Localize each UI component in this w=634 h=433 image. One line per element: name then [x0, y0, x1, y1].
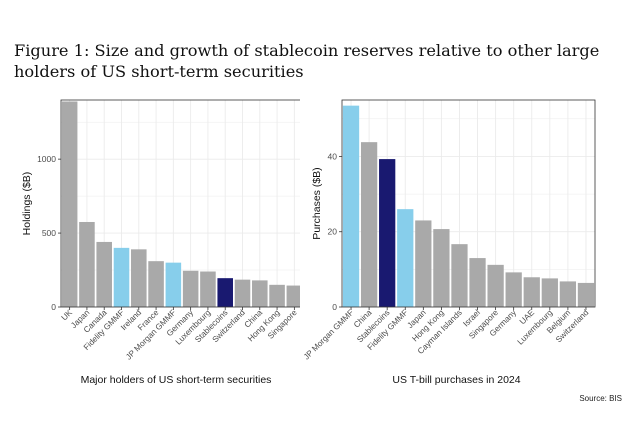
left-bar-uk: [61, 101, 78, 307]
left-xlabel: Major holders of US short-term securitie…: [81, 374, 272, 386]
right-ytick-label: 0: [332, 302, 337, 312]
right-bar-germany: [505, 272, 522, 307]
source-note: Source: BIS: [579, 394, 622, 403]
right-xtick-label: JP Morgan GMMF: [304, 308, 355, 362]
left-ytick-label: 0: [51, 302, 56, 312]
right-bar-japan: [415, 220, 432, 307]
left-ytick-label: 500: [42, 228, 56, 238]
right-bar-uae: [523, 277, 540, 307]
left-bar-fidelity-gmmf: [113, 247, 130, 307]
right-bar-singapore: [487, 264, 504, 307]
left-panel-border: [60, 99, 300, 308]
right-bar-belgium: [559, 281, 577, 307]
right-panel-border: [341, 99, 596, 308]
right-ylabel: Purchases ($B): [311, 167, 323, 239]
left-ytick-label: 1000: [37, 154, 56, 164]
left-bar-germany: [182, 270, 199, 307]
left-bar-singapore: [286, 285, 300, 307]
right-bar-fidelity-gmmf: [397, 209, 414, 307]
right-xlabel: US T-bill purchases in 2024: [392, 374, 520, 386]
left-bar-jp-morgan-gmmf: [165, 262, 182, 307]
figure-title: Figure 1: Size and growth of stablecoin …: [14, 41, 600, 81]
left-bar-canada: [96, 241, 112, 307]
left-bar-china: [252, 280, 268, 307]
left-bar-ireland: [131, 249, 147, 307]
right-bar-china: [360, 142, 378, 307]
right-bar-hong-kong: [433, 229, 450, 307]
left-ylabel: Holdings ($B): [21, 172, 33, 236]
right-bar-luxembourg: [541, 278, 558, 307]
left-bar-france: [148, 261, 164, 307]
right-bar-jp-morgan-gmmf: [342, 105, 360, 308]
left-bar-switzerland: [234, 279, 251, 307]
left-bar-luxembourg: [200, 271, 216, 307]
left-bar-japan: [79, 221, 95, 307]
right-bar-stablecoins: [379, 159, 396, 307]
right-ytick-label: 20: [328, 227, 338, 237]
right-ytick-label: 40: [328, 151, 338, 161]
right-bar-switzerland: [577, 282, 595, 307]
right-bar-israel: [469, 258, 486, 307]
right-bar-cayman-islands: [451, 244, 468, 307]
left-bar-hong-kong: [269, 284, 285, 307]
left-bar-stablecoins: [217, 278, 233, 307]
